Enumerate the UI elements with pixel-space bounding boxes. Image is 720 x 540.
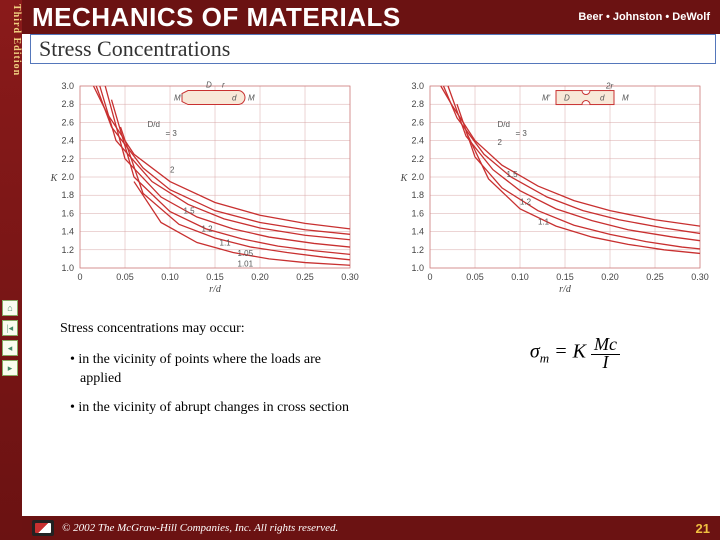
prev-icon[interactable]: ◂ — [2, 340, 18, 356]
chart-right: 0 0.05 0.10 0.15 0.20 0.25 0.30 1.0 1.2 1.4 1.6 1.8… — [390, 76, 710, 296]
svg-text:0.15: 0.15 — [206, 272, 224, 282]
bullet-list: • in the vicinity of points where the lo… — [60, 351, 360, 418]
copyright: © 2002 The McGraw-Hill Companies, Inc. A… — [62, 522, 338, 534]
chart-left-svg: 0 0.05 0.10 0.15 0.20 0.25 0.30 1.0 1.2 1.4 1.6 1.8… — [40, 76, 360, 296]
body-text: Stress concentrations may occur: • in th… — [60, 320, 360, 428]
svg-text:2.4: 2.4 — [61, 136, 74, 146]
svg-text:D: D — [564, 94, 570, 103]
svg-text:0.25: 0.25 — [296, 272, 314, 282]
svg-text:M': M' — [542, 94, 551, 103]
svg-text:1.1: 1.1 — [220, 238, 232, 247]
svg-text:2: 2 — [170, 165, 175, 174]
svg-text:1.4: 1.4 — [61, 227, 74, 237]
svg-text:0: 0 — [427, 272, 432, 282]
publisher-logo-icon — [32, 520, 54, 536]
svg-text:1.8: 1.8 — [61, 190, 74, 200]
edition-spine: Third Edition — [0, 0, 22, 540]
svg-text:D: D — [206, 81, 212, 90]
svg-text:D/d: D/d — [148, 120, 160, 129]
svg-text:= 3: = 3 — [166, 129, 178, 138]
svg-text:= 3: = 3 — [516, 129, 528, 138]
svg-text:1.4: 1.4 — [411, 227, 424, 237]
svg-text:2: 2 — [498, 138, 503, 147]
svg-text:r/d: r/d — [209, 284, 222, 295]
footer-bar: © 2002 The McGraw-Hill Companies, Inc. A… — [22, 516, 720, 540]
svg-text:D/d: D/d — [498, 120, 510, 129]
svg-text:K: K — [400, 173, 409, 184]
header-bar: MECHANICS OF MATERIALS Beer • Johnston •… — [22, 0, 720, 34]
svg-text:0.20: 0.20 — [251, 272, 269, 282]
svg-text:0.10: 0.10 — [161, 272, 179, 282]
authors: Beer • Johnston • DeWolf — [578, 11, 710, 23]
svg-text:2.6: 2.6 — [411, 117, 424, 127]
svg-text:2.0: 2.0 — [411, 172, 424, 182]
svg-text:K: K — [50, 173, 59, 184]
svg-text:0.30: 0.30 — [341, 272, 359, 282]
svg-text:1.5: 1.5 — [184, 206, 196, 215]
svg-text:0.20: 0.20 — [601, 272, 619, 282]
svg-text:2r: 2r — [605, 82, 613, 91]
slide-title-bar: Stress Concentrations — [30, 34, 716, 64]
svg-text:1.1: 1.1 — [538, 217, 550, 226]
svg-text:M: M — [622, 94, 629, 103]
svg-text:1.2: 1.2 — [61, 245, 74, 255]
page-number: 21 — [696, 521, 710, 536]
svg-text:1.05: 1.05 — [238, 249, 254, 258]
svg-text:3.0: 3.0 — [61, 81, 74, 91]
svg-text:3.0: 3.0 — [411, 81, 424, 91]
svg-text:1.2: 1.2 — [411, 245, 424, 255]
svg-text:1.6: 1.6 — [411, 208, 424, 218]
svg-text:0.05: 0.05 — [466, 272, 484, 282]
svg-text:0.05: 0.05 — [116, 272, 134, 282]
intro-line: Stress concentrations may occur: — [60, 320, 360, 339]
svg-text:1.2: 1.2 — [520, 197, 532, 206]
svg-text:0: 0 — [77, 272, 82, 282]
formula: σm = K McI — [530, 335, 620, 371]
svg-text:0.30: 0.30 — [691, 272, 709, 282]
bullet-2: • in the vicinity of abrupt changes in c… — [70, 399, 360, 418]
slide-title: Stress Concentrations — [39, 36, 230, 62]
svg-text:1.5: 1.5 — [507, 170, 519, 179]
svg-text:0.25: 0.25 — [646, 272, 664, 282]
svg-text:M: M — [248, 94, 255, 103]
bullet-1: • in the vicinity of points where the lo… — [70, 351, 360, 389]
svg-text:1.0: 1.0 — [61, 263, 74, 273]
svg-text:M': M' — [174, 94, 183, 103]
charts-row: 0 0.05 0.10 0.15 0.20 0.25 0.30 1.0 1.2 1.4 1.6 1.8… — [40, 76, 710, 296]
svg-text:1.01: 1.01 — [238, 260, 254, 269]
svg-text:2.2: 2.2 — [61, 154, 74, 164]
svg-text:2.8: 2.8 — [411, 99, 424, 109]
svg-text:r/d: r/d — [559, 284, 572, 295]
svg-text:d: d — [600, 94, 605, 103]
chart-left: 0 0.05 0.10 0.15 0.20 0.25 0.30 1.0 1.2 1.4 1.6 1.8… — [40, 76, 360, 296]
svg-text:1.2: 1.2 — [202, 225, 214, 234]
book-title: MECHANICS OF MATERIALS — [32, 2, 401, 33]
chart-right-svg: 0 0.05 0.10 0.15 0.20 0.25 0.30 1.0 1.2 1.4 1.6 1.8… — [390, 76, 710, 296]
nav-icons: ⌂ |◂ ◂ ▸ — [2, 300, 20, 380]
svg-text:2.4: 2.4 — [411, 136, 424, 146]
next-icon[interactable]: ▸ — [2, 360, 18, 376]
svg-text:0.15: 0.15 — [556, 272, 574, 282]
svg-text:1.8: 1.8 — [411, 190, 424, 200]
svg-text:2.2: 2.2 — [411, 154, 424, 164]
svg-text:1.6: 1.6 — [61, 208, 74, 218]
svg-text:0.10: 0.10 — [511, 272, 529, 282]
svg-text:1.0: 1.0 — [411, 263, 424, 273]
home-icon[interactable]: ⌂ — [2, 300, 18, 316]
svg-text:2.0: 2.0 — [61, 172, 74, 182]
svg-text:r: r — [222, 81, 225, 90]
svg-text:d: d — [232, 94, 237, 103]
first-icon[interactable]: |◂ — [2, 320, 18, 336]
svg-text:2.8: 2.8 — [61, 99, 74, 109]
svg-text:2.6: 2.6 — [61, 117, 74, 127]
